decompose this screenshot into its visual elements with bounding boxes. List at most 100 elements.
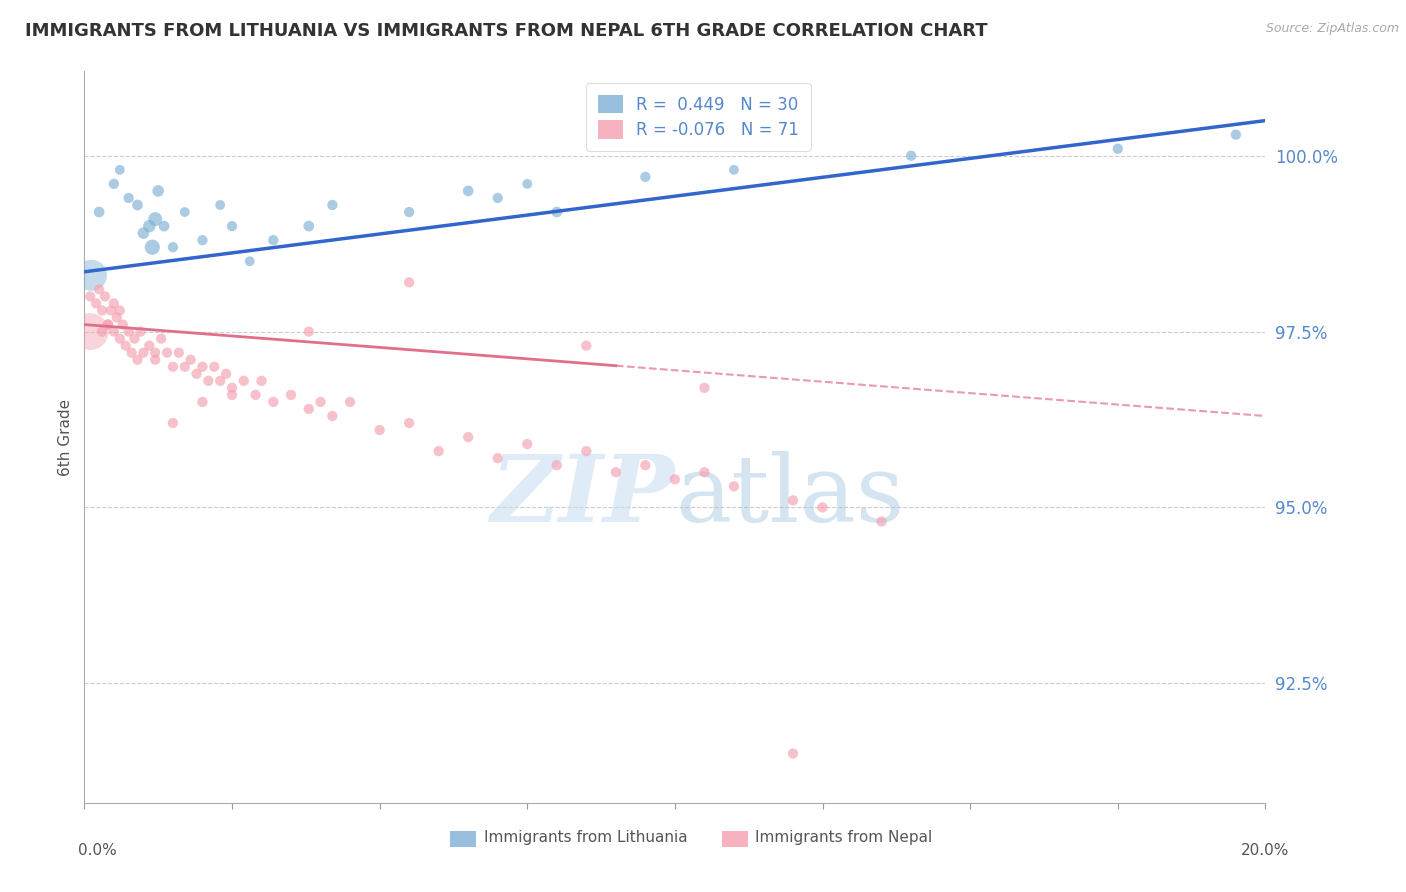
Point	[693, 465, 716, 479]
Point	[100, 303, 122, 318]
Point	[111, 318, 134, 332]
Point	[197, 374, 219, 388]
Point	[457, 184, 479, 198]
Point	[167, 345, 190, 359]
Point	[80, 268, 103, 283]
Point	[546, 458, 568, 473]
Point	[79, 325, 101, 339]
Point	[150, 332, 173, 346]
Point	[148, 184, 170, 198]
Bar	[723, 830, 748, 847]
Point	[298, 401, 321, 416]
Point	[143, 345, 166, 359]
Point	[209, 198, 232, 212]
Point	[162, 240, 184, 254]
Point	[108, 162, 131, 177]
Point	[153, 219, 176, 233]
Text: 20.0%: 20.0%	[1240, 843, 1289, 858]
Point	[723, 162, 745, 177]
Point	[191, 233, 214, 247]
Text: 0.0%: 0.0%	[79, 843, 117, 858]
Point	[103, 177, 125, 191]
Point	[339, 395, 361, 409]
Point	[262, 395, 284, 409]
Point	[87, 205, 111, 219]
Point	[298, 325, 321, 339]
Point	[427, 444, 450, 458]
Point	[321, 409, 343, 423]
Point	[575, 339, 598, 353]
Point	[398, 276, 420, 290]
Point	[215, 367, 238, 381]
Point	[97, 318, 120, 332]
Point	[97, 318, 120, 332]
Point	[94, 289, 117, 303]
Point	[486, 191, 509, 205]
Point	[202, 359, 225, 374]
Point	[232, 374, 254, 388]
Point	[221, 381, 243, 395]
Text: IMMIGRANTS FROM LITHUANIA VS IMMIGRANTS FROM NEPAL 6TH GRADE CORRELATION CHART: IMMIGRANTS FROM LITHUANIA VS IMMIGRANTS …	[25, 22, 988, 40]
Bar	[450, 830, 477, 847]
Point	[79, 289, 101, 303]
Point	[180, 352, 202, 367]
Point	[91, 303, 114, 318]
Point	[250, 374, 273, 388]
Point	[162, 359, 184, 374]
Point	[486, 451, 509, 466]
Point	[108, 303, 131, 318]
Point	[124, 332, 146, 346]
Point	[138, 339, 160, 353]
Point	[321, 198, 343, 212]
Point	[693, 381, 716, 395]
Point	[129, 325, 152, 339]
Point	[262, 233, 284, 247]
Point	[605, 465, 627, 479]
Text: Immigrants from Lithuania: Immigrants from Lithuania	[484, 830, 688, 846]
Point	[368, 423, 391, 437]
Point	[121, 345, 143, 359]
Y-axis label: 6th Grade: 6th Grade	[58, 399, 73, 475]
Point	[398, 416, 420, 430]
Point	[239, 254, 262, 268]
Point	[209, 374, 232, 388]
Point	[114, 339, 136, 353]
Point	[91, 325, 114, 339]
Point	[186, 367, 208, 381]
Point	[87, 282, 111, 296]
Point	[138, 219, 160, 233]
Text: Source: ZipAtlas.com: Source: ZipAtlas.com	[1265, 22, 1399, 36]
Point	[457, 430, 479, 444]
Legend: R =  0.449   N = 30, R = -0.076   N = 71: R = 0.449 N = 30, R = -0.076 N = 71	[586, 83, 811, 151]
Point	[1107, 142, 1129, 156]
Point	[298, 219, 321, 233]
Text: atlas: atlas	[675, 450, 904, 541]
Point	[634, 169, 657, 184]
Point	[118, 325, 141, 339]
Point	[143, 352, 166, 367]
Point	[634, 458, 657, 473]
Point	[118, 191, 141, 205]
Point	[84, 296, 107, 310]
Point	[664, 472, 686, 486]
Point	[782, 493, 804, 508]
Point	[156, 345, 179, 359]
Point	[245, 388, 267, 402]
Point	[173, 205, 195, 219]
Point	[546, 205, 568, 219]
Point	[191, 395, 214, 409]
Point	[141, 240, 163, 254]
Point	[173, 359, 195, 374]
Point	[516, 437, 538, 451]
Point	[221, 388, 243, 402]
Point	[103, 296, 125, 310]
Point	[1225, 128, 1247, 142]
Point	[132, 345, 155, 359]
Point	[398, 205, 420, 219]
Point	[811, 500, 834, 515]
Point	[108, 332, 131, 346]
Point	[280, 388, 302, 402]
Text: ZIP: ZIP	[491, 450, 675, 541]
Point	[900, 149, 922, 163]
Point	[162, 416, 184, 430]
